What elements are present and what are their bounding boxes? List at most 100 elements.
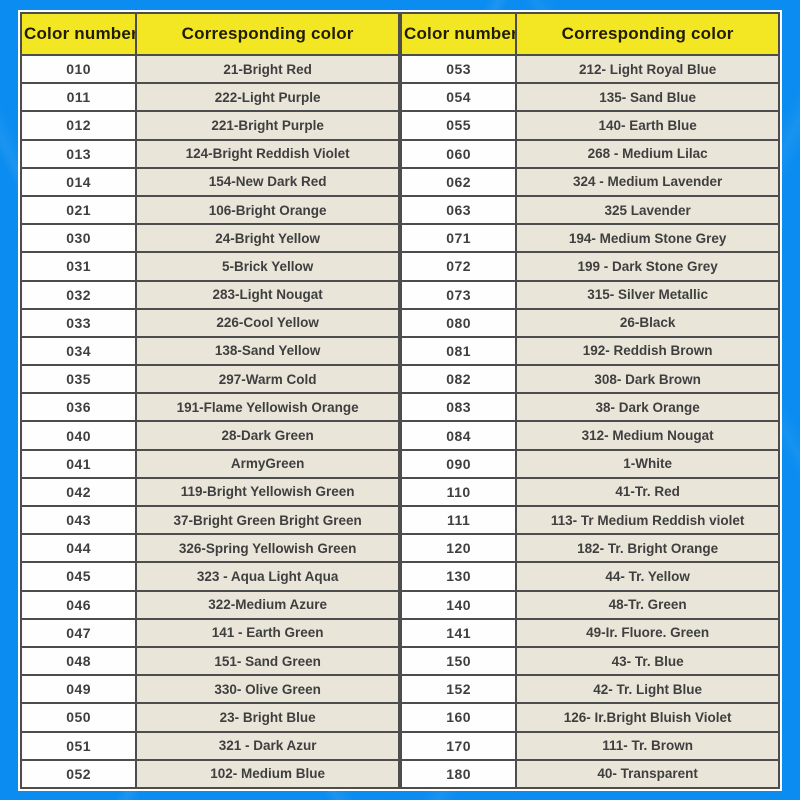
table-row: 072 199 - Dark Stone Grey — [399, 251, 780, 282]
table-row: 160 126- Ir.Bright Bluish Violet — [399, 702, 780, 733]
corresponding-color-cell: 48-Tr. Green — [515, 589, 780, 620]
color-table-left: Color number Corresponding color 010 21-B… — [19, 12, 400, 790]
color-number-cell: 071 — [399, 223, 518, 254]
color-number-cell: 083 — [399, 392, 518, 423]
table-row: 140 48-Tr. Green — [399, 589, 780, 620]
table-row: 046 322-Medium Azure — [19, 589, 400, 620]
table-row: 021 106-Bright Orange — [19, 194, 400, 226]
color-number-cell: 043 — [19, 504, 138, 536]
color-number-cell: 033 — [19, 307, 138, 338]
corresponding-color-cell: 283-Light Nougat — [135, 279, 400, 310]
table-row: 090 1-White — [399, 448, 780, 479]
color-number-cell: 032 — [19, 279, 138, 310]
table-row: 110 41-Tr. Red — [399, 476, 780, 508]
corresponding-color-cell: 28-Dark Green — [135, 420, 400, 451]
table-row: 081 192- Reddish Brown — [399, 335, 780, 367]
table-row: 111 113- Tr Medium Reddish violet — [399, 504, 780, 536]
color-number-cell: 150 — [399, 645, 518, 677]
table-row: 047 141 - Earth Green — [19, 617, 400, 648]
table-row: 083 38- Dark Orange — [399, 392, 780, 423]
table-row: 031 5-Brick Yellow — [19, 251, 400, 282]
corresponding-color-cell: 41-Tr. Red — [515, 476, 780, 508]
color-number-cell: 140 — [399, 589, 518, 620]
corresponding-color-header: Corresponding color — [135, 12, 400, 56]
corresponding-color-cell: 40- Transparent — [515, 758, 780, 790]
color-number-cell: 041 — [19, 448, 138, 479]
corresponding-color-cell: 222-Light Purple — [135, 82, 400, 113]
color-number-cell: 051 — [19, 730, 138, 761]
corresponding-color-cell: 106-Bright Orange — [135, 194, 400, 226]
table-row: 050 23- Bright Blue — [19, 702, 400, 733]
table-row: 060 268 - Medium Lilac — [399, 138, 780, 169]
color-number-cell: 055 — [399, 110, 518, 141]
color-number-cell: 031 — [19, 251, 138, 282]
table-row: 170 111- Tr. Brown — [399, 730, 780, 761]
table-row: 049 330- Olive Green — [19, 674, 400, 705]
table-row: 063 325 Lavender — [399, 194, 780, 226]
corresponding-color-cell: 21-Bright Red — [135, 53, 400, 85]
color-number-cell: 012 — [19, 110, 138, 141]
color-number-cell: 052 — [19, 758, 138, 790]
color-number-cell: 044 — [19, 533, 138, 564]
corresponding-color-cell: 126- Ir.Bright Bluish Violet — [515, 702, 780, 733]
corresponding-color-cell: 24-Bright Yellow — [135, 223, 400, 254]
table-row: 054 135- Sand Blue — [399, 82, 780, 113]
table-row: 011 222-Light Purple — [19, 82, 400, 113]
table-header-row: Color number Corresponding color — [19, 12, 400, 56]
color-number-cell: 073 — [399, 279, 518, 310]
color-number-cell: 080 — [399, 307, 518, 338]
color-number-cell: 011 — [19, 82, 138, 113]
corresponding-color-cell: 5-Brick Yellow — [135, 251, 400, 282]
table-row: 034 138-Sand Yellow — [19, 335, 400, 367]
corresponding-color-cell: 315- Silver Metallic — [515, 279, 780, 310]
table-row: 036 191-Flame Yellowish Orange — [19, 392, 400, 423]
table-row: 055 140- Earth Blue — [399, 110, 780, 141]
corresponding-color-cell: 37-Bright Green Bright Green — [135, 504, 400, 536]
color-number-cell: 141 — [399, 617, 518, 648]
table-row: 035 297-Warm Cold — [19, 364, 400, 395]
color-number-cell: 072 — [399, 251, 518, 282]
corresponding-color-cell: 38- Dark Orange — [515, 392, 780, 423]
corresponding-color-cell: 192- Reddish Brown — [515, 335, 780, 367]
corresponding-color-cell: 199 - Dark Stone Grey — [515, 251, 780, 282]
table-row: 044 326-Spring Yellowish Green — [19, 533, 400, 564]
corresponding-color-cell: 212- Light Royal Blue — [515, 53, 780, 85]
color-number-cell: 021 — [19, 194, 138, 226]
corresponding-color-cell: 226-Cool Yellow — [135, 307, 400, 338]
corresponding-color-cell: 322-Medium Azure — [135, 589, 400, 620]
table-row: 052 102- Medium Blue — [19, 758, 400, 790]
color-number-cell: 048 — [19, 645, 138, 677]
corresponding-color-cell: 26-Black — [515, 307, 780, 338]
color-number-cell: 049 — [19, 674, 138, 705]
corresponding-color-cell: 321 - Dark Azur — [135, 730, 400, 761]
color-number-cell: 034 — [19, 335, 138, 367]
corresponding-color-header: Corresponding color — [515, 12, 780, 56]
corresponding-color-cell: 330- Olive Green — [135, 674, 400, 705]
color-number-cell: 170 — [399, 730, 518, 761]
table-row: 152 42- Tr. Light Blue — [399, 674, 780, 705]
table-row: 130 44- Tr. Yellow — [399, 561, 780, 592]
corresponding-color-cell: 324 - Medium Lavender — [515, 166, 780, 197]
corresponding-color-cell: 268 - Medium Lilac — [515, 138, 780, 169]
corresponding-color-cell: 113- Tr Medium Reddish violet — [515, 504, 780, 536]
corresponding-color-cell: 191-Flame Yellowish Orange — [135, 392, 400, 423]
corresponding-color-cell: 154-New Dark Red — [135, 166, 400, 197]
table-row: 014 154-New Dark Red — [19, 166, 400, 197]
table-row: 033 226-Cool Yellow — [19, 307, 400, 338]
table-row: 013 124-Bright Reddish Violet — [19, 138, 400, 169]
corresponding-color-cell: ArmyGreen — [135, 448, 400, 479]
color-reference-tables: Color number Corresponding color 010 21-B… — [18, 10, 782, 791]
corresponding-color-cell: 312- Medium Nougat — [515, 420, 780, 451]
table-row: 010 21-Bright Red — [19, 53, 400, 85]
corresponding-color-cell: 221-Bright Purple — [135, 110, 400, 141]
table-row: 180 40- Transparent — [399, 758, 780, 790]
color-number-cell: 047 — [19, 617, 138, 648]
table-row: 012 221-Bright Purple — [19, 110, 400, 141]
corresponding-color-cell: 194- Medium Stone Grey — [515, 223, 780, 254]
corresponding-color-cell: 308- Dark Brown — [515, 364, 780, 395]
table-row: 080 26-Black — [399, 307, 780, 338]
corresponding-color-cell: 23- Bright Blue — [135, 702, 400, 733]
table-row: 043 37-Bright Green Bright Green — [19, 504, 400, 536]
corresponding-color-cell: 140- Earth Blue — [515, 110, 780, 141]
color-number-cell: 050 — [19, 702, 138, 733]
